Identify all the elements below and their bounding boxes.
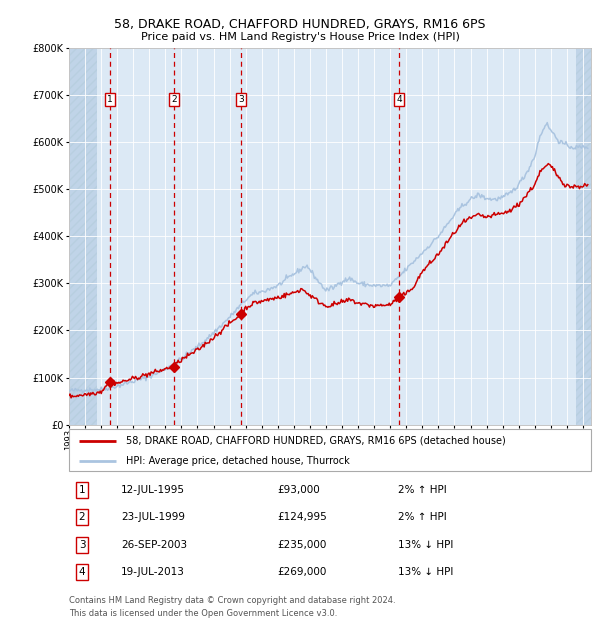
Text: 2: 2 [79, 512, 85, 522]
Bar [576, 48, 591, 425]
Text: Price paid vs. HM Land Registry's House Price Index (HPI): Price paid vs. HM Land Registry's House … [140, 32, 460, 42]
Text: 23-JUL-1999: 23-JUL-1999 [121, 512, 185, 522]
Text: 4: 4 [79, 567, 85, 577]
Text: 3: 3 [79, 540, 85, 550]
Text: Contains HM Land Registry data © Crown copyright and database right 2024.: Contains HM Land Registry data © Crown c… [69, 596, 395, 604]
Text: £93,000: £93,000 [278, 485, 320, 495]
Text: 13% ↓ HPI: 13% ↓ HPI [398, 567, 453, 577]
Text: 58, DRAKE ROAD, CHAFFORD HUNDRED, GRAYS, RM16 6PS: 58, DRAKE ROAD, CHAFFORD HUNDRED, GRAYS,… [114, 18, 486, 30]
Text: 2: 2 [172, 95, 177, 104]
Text: 19-JUL-2013: 19-JUL-2013 [121, 567, 185, 577]
Text: 1: 1 [79, 485, 85, 495]
Text: 2% ↑ HPI: 2% ↑ HPI [398, 485, 446, 495]
Text: 1: 1 [107, 95, 113, 104]
Text: 3: 3 [238, 95, 244, 104]
FancyBboxPatch shape [69, 429, 591, 471]
Text: 26-SEP-2003: 26-SEP-2003 [121, 540, 187, 550]
Text: £269,000: £269,000 [278, 567, 327, 577]
Text: This data is licensed under the Open Government Licence v3.0.: This data is licensed under the Open Gov… [69, 609, 337, 618]
Text: 12-JUL-1995: 12-JUL-1995 [121, 485, 185, 495]
Text: 58, DRAKE ROAD, CHAFFORD HUNDRED, GRAYS, RM16 6PS (detached house): 58, DRAKE ROAD, CHAFFORD HUNDRED, GRAYS,… [127, 436, 506, 446]
Text: 2% ↑ HPI: 2% ↑ HPI [398, 512, 446, 522]
Bar [69, 48, 97, 425]
Text: £124,995: £124,995 [278, 512, 328, 522]
Text: 4: 4 [396, 95, 402, 104]
Text: £235,000: £235,000 [278, 540, 327, 550]
Text: 13% ↓ HPI: 13% ↓ HPI [398, 540, 453, 550]
Text: HPI: Average price, detached house, Thurrock: HPI: Average price, detached house, Thur… [127, 456, 350, 466]
